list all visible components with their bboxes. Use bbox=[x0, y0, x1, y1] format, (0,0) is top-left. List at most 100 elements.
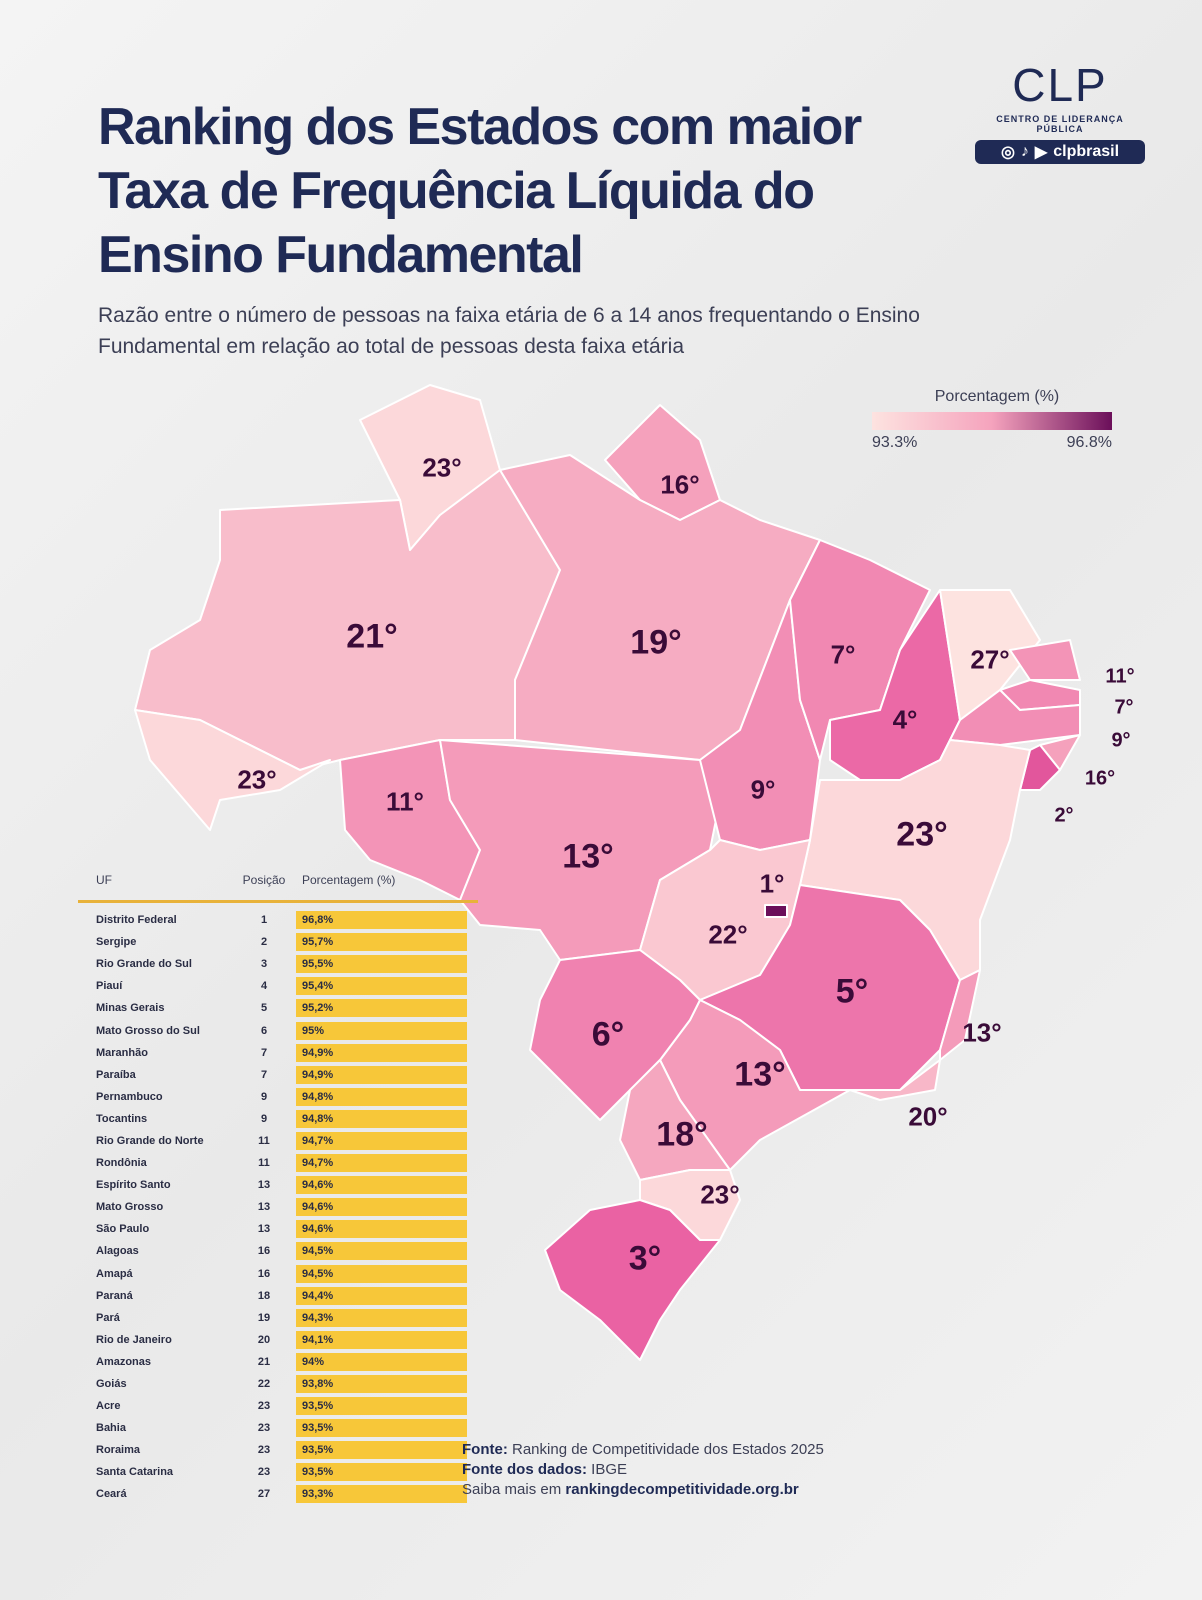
saiba-label: Saiba mais em bbox=[462, 1481, 562, 1498]
cell-porcentagem: 93,5% bbox=[296, 1463, 467, 1482]
cell-porcentagem: 94% bbox=[296, 1352, 467, 1371]
rank-label-ce: 27° bbox=[970, 644, 1010, 675]
cell-posicao: 23 bbox=[257, 1422, 271, 1435]
rank-label-rs: 3° bbox=[628, 1239, 662, 1278]
cell-porcentagem: 94,9% bbox=[296, 1065, 467, 1084]
cell-posicao: 7 bbox=[260, 1068, 268, 1081]
cell-uf: Rio de Janeiro bbox=[96, 1333, 172, 1346]
state-distrito-federal[interactable] bbox=[764, 904, 788, 918]
cell-uf: Goiás bbox=[96, 1378, 127, 1391]
color-legend: Porcentagem (%) 93.3% 96.8% bbox=[872, 388, 1112, 452]
cell-uf: Amapá bbox=[96, 1267, 133, 1280]
table-row: Pernambuco 9 94,8% bbox=[78, 1086, 478, 1108]
logo-mark: CLP bbox=[1012, 59, 1108, 111]
cell-posicao: 19 bbox=[257, 1311, 271, 1324]
cell-posicao: 16 bbox=[257, 1267, 271, 1280]
rank-label-mt: 13° bbox=[562, 837, 614, 876]
rank-label-ac: 23° bbox=[237, 764, 277, 795]
cell-uf: Mato Grosso do Sul bbox=[96, 1024, 200, 1037]
rank-label-se: 2° bbox=[1054, 804, 1074, 827]
table-row: Maranhão 7 94,9% bbox=[78, 1042, 478, 1064]
rank-label-ba: 23° bbox=[896, 815, 948, 854]
subtitle: Razão entre o número de pessoas na faixa… bbox=[98, 304, 920, 358]
cell-posicao: 27 bbox=[257, 1488, 271, 1501]
header-porcentagem: Porcentagem (%) bbox=[302, 873, 396, 887]
table-row: Acre 23 93,5% bbox=[78, 1395, 478, 1417]
cell-porcentagem: 95,5% bbox=[296, 955, 467, 974]
cell-porcentagem: 95,4% bbox=[296, 977, 467, 996]
cell-posicao: 9 bbox=[260, 1112, 268, 1125]
cell-porcentagem: 94,3% bbox=[296, 1308, 467, 1327]
cell-uf: Paraíba bbox=[96, 1068, 136, 1081]
cell-posicao: 22 bbox=[257, 1378, 271, 1391]
table-header: UF Posição Porcentagem (%) bbox=[78, 860, 478, 903]
legend-title: Porcentagem (%) bbox=[934, 388, 1060, 405]
rank-label-ms: 6° bbox=[591, 1015, 625, 1054]
table-row: Sergipe 2 95,7% bbox=[78, 931, 478, 953]
cell-uf: Bahia bbox=[96, 1422, 126, 1435]
rank-label-al: 16° bbox=[1084, 767, 1116, 790]
cell-porcentagem: 94,8% bbox=[296, 1109, 467, 1128]
cell-porcentagem: 94,5% bbox=[296, 1242, 467, 1261]
table-row: Tocantins 9 94,8% bbox=[78, 1108, 478, 1130]
table-row: Espírito Santo 13 94,6% bbox=[78, 1174, 478, 1196]
legend-max: 96.8% bbox=[1066, 434, 1112, 451]
rank-label-am: 21° bbox=[346, 617, 398, 656]
cell-posicao: 18 bbox=[257, 1289, 271, 1302]
rank-label-pi: 4° bbox=[892, 704, 918, 735]
ranking-table: UF Posição Porcentagem (%) Distrito Fede… bbox=[78, 860, 478, 1506]
state-rio-grande-do-norte[interactable] bbox=[1009, 639, 1081, 681]
legend-gradient bbox=[872, 412, 1112, 430]
table-row: Goiás 22 93,8% bbox=[78, 1373, 478, 1395]
site-link[interactable]: rankingdecompetitividade.org.br bbox=[565, 1481, 799, 1498]
cell-uf: Roraima bbox=[96, 1444, 141, 1457]
table-row: Rondônia 11 94,7% bbox=[78, 1152, 478, 1174]
table-row: Minas Gerais 5 95,2% bbox=[78, 997, 478, 1019]
rank-label-ma: 7° bbox=[830, 639, 856, 670]
cell-posicao: 2 bbox=[260, 936, 268, 949]
page-title: Ranking dos Estados com maior Taxa de Fr… bbox=[98, 98, 862, 284]
rank-label-pe: 9° bbox=[1111, 729, 1131, 752]
state-rio-grande-do-sul[interactable] bbox=[544, 1199, 721, 1361]
rank-label-df: 1° bbox=[759, 868, 785, 899]
source-block: Fonte: Ranking de Competitividade dos Es… bbox=[462, 1440, 824, 1500]
table-row: Amazonas 21 94% bbox=[78, 1351, 478, 1373]
cell-uf: São Paulo bbox=[96, 1223, 150, 1236]
cell-uf: Alagoas bbox=[96, 1245, 139, 1258]
cell-porcentagem: 94,7% bbox=[296, 1154, 467, 1173]
rank-label-sc: 23° bbox=[700, 1179, 740, 1210]
legend-min: 93.3% bbox=[872, 434, 918, 451]
cell-porcentagem: 96,8% bbox=[296, 911, 467, 930]
state-espirito-santo[interactable] bbox=[939, 969, 981, 1061]
table-row: São Paulo 13 94,6% bbox=[78, 1218, 478, 1240]
rank-label-ro: 11° bbox=[386, 786, 424, 817]
table-row: Rio de Janeiro 20 94,1% bbox=[78, 1329, 478, 1351]
table-row: Ceará 27 93,3% bbox=[78, 1483, 478, 1505]
cell-posicao: 9 bbox=[260, 1090, 268, 1103]
cell-uf: Acre bbox=[96, 1400, 121, 1413]
cell-posicao: 23 bbox=[257, 1400, 271, 1413]
cell-uf: Sergipe bbox=[96, 936, 137, 949]
cell-uf: Minas Gerais bbox=[96, 1002, 165, 1015]
state-acre[interactable] bbox=[134, 709, 331, 831]
cell-porcentagem: 94,8% bbox=[296, 1087, 467, 1106]
table-row: Pará 19 94,3% bbox=[78, 1307, 478, 1329]
cell-uf: Pernambuco bbox=[96, 1090, 163, 1103]
state-rio-de-janeiro[interactable] bbox=[849, 1059, 941, 1101]
fonte-label: Fonte: bbox=[462, 1441, 508, 1458]
rank-label-es: 13° bbox=[962, 1017, 1002, 1048]
cell-porcentagem: 95% bbox=[296, 1021, 467, 1040]
cell-uf: Santa Catarina bbox=[96, 1466, 174, 1479]
rank-label-ap: 16° bbox=[660, 469, 700, 500]
rank-label-go: 22° bbox=[708, 919, 748, 950]
cell-posicao: 23 bbox=[257, 1466, 271, 1479]
social-handle: clpbrasil bbox=[1053, 143, 1120, 160]
cell-porcentagem: 93,5% bbox=[296, 1419, 467, 1438]
table-row: Mato Grosso 13 94,6% bbox=[78, 1196, 478, 1218]
cell-uf: Distrito Federal bbox=[96, 914, 177, 927]
cell-uf: Amazonas bbox=[96, 1355, 152, 1368]
tiktok-icon: ♪ bbox=[1020, 143, 1029, 160]
table-row: Rio Grande do Sul 3 95,5% bbox=[78, 953, 478, 975]
table-row: Rio Grande do Norte 11 94,7% bbox=[78, 1130, 478, 1152]
